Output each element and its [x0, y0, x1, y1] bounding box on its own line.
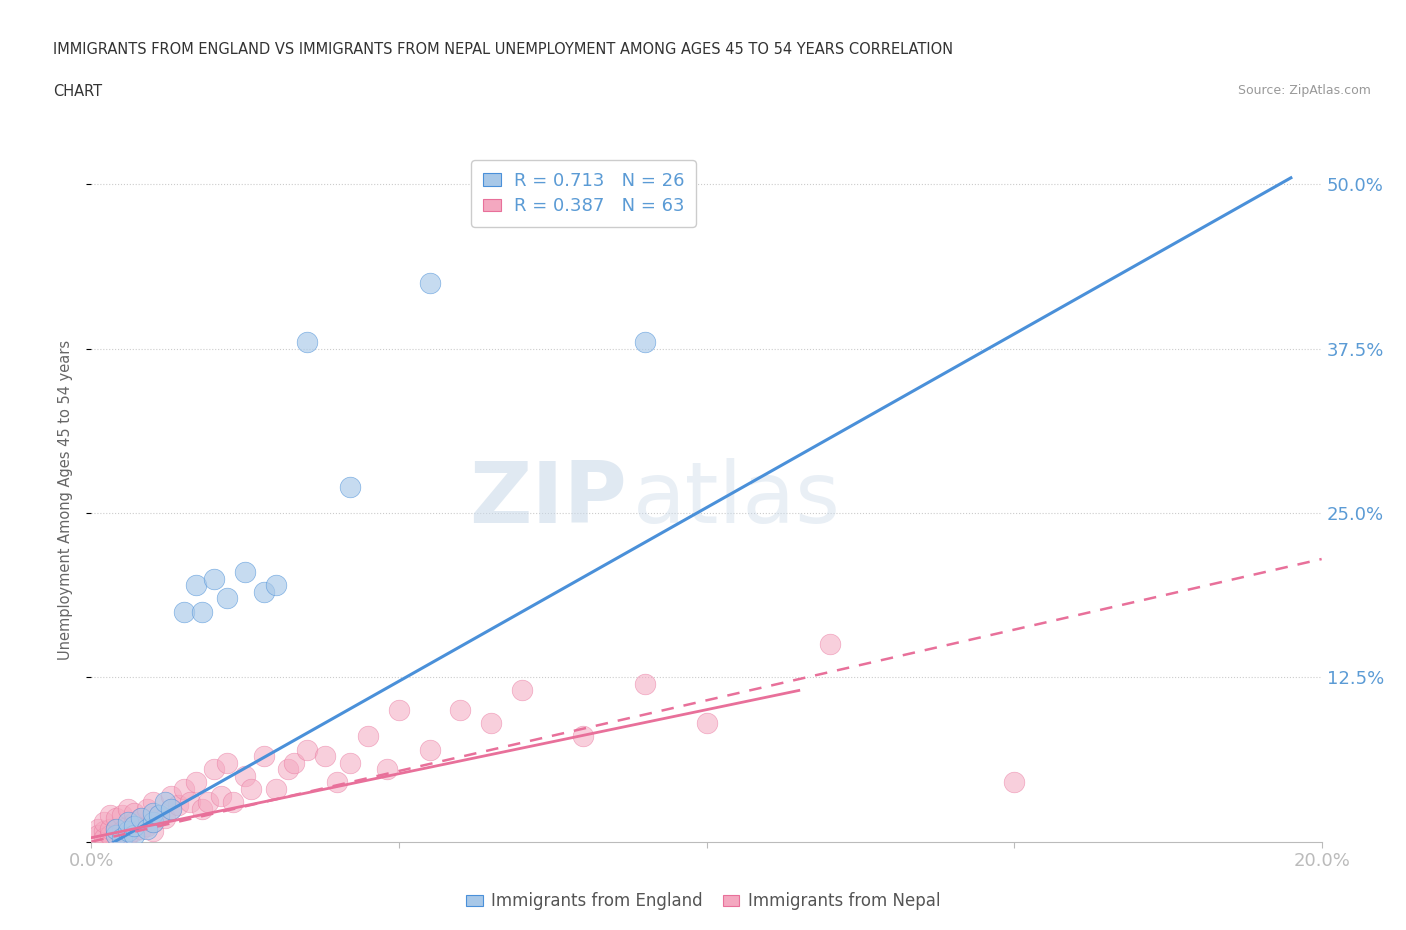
Point — [191, 802, 214, 817]
Text: ZIP: ZIP — [468, 458, 627, 541]
Point — [1002, 775, 1025, 790]
Point — [388, 703, 411, 718]
Point — [124, 805, 146, 820]
Point — [191, 604, 214, 619]
Point — [184, 775, 207, 790]
Point — [283, 755, 305, 770]
Point — [634, 335, 657, 350]
Point — [253, 749, 276, 764]
Point — [111, 830, 134, 845]
Point — [129, 811, 152, 826]
Point — [111, 808, 134, 823]
Point — [98, 821, 121, 836]
Point — [93, 815, 115, 830]
Point — [202, 762, 225, 777]
Point — [105, 821, 127, 836]
Point — [818, 637, 841, 652]
Point — [166, 797, 188, 812]
Point — [124, 815, 146, 830]
Point — [264, 781, 287, 796]
Point — [479, 716, 502, 731]
Point — [124, 828, 146, 843]
Point — [105, 811, 127, 826]
Point — [117, 802, 139, 817]
Point — [142, 795, 165, 810]
Point — [117, 828, 139, 843]
Point — [339, 755, 361, 770]
Point — [153, 795, 177, 810]
Point — [93, 830, 115, 845]
Point — [160, 789, 183, 804]
Y-axis label: Unemployment Among Ages 45 to 54 years: Unemployment Among Ages 45 to 54 years — [58, 339, 73, 660]
Point — [419, 742, 441, 757]
Point — [314, 749, 336, 764]
Point — [98, 808, 121, 823]
Point — [233, 565, 256, 579]
Point — [215, 755, 238, 770]
Point — [173, 604, 195, 619]
Point — [326, 775, 349, 790]
Point — [124, 824, 146, 839]
Point — [142, 815, 165, 830]
Point — [419, 275, 441, 290]
Point — [129, 821, 152, 836]
Text: IMMIGRANTS FROM ENGLAND VS IMMIGRANTS FROM NEPAL UNEMPLOYMENT AMONG AGES 45 TO 5: IMMIGRANTS FROM ENGLAND VS IMMIGRANTS FR… — [53, 42, 953, 57]
Point — [105, 828, 127, 843]
Point — [86, 828, 108, 843]
Point — [117, 815, 139, 830]
Point — [179, 795, 201, 810]
Point — [277, 762, 299, 777]
Point — [117, 824, 139, 839]
Point — [148, 808, 170, 823]
Point — [105, 821, 127, 836]
Point — [253, 584, 276, 599]
Point — [98, 828, 121, 843]
Point — [449, 703, 471, 718]
Point — [295, 742, 318, 757]
Point — [215, 591, 238, 606]
Point — [135, 818, 157, 833]
Point — [142, 824, 165, 839]
Point — [375, 762, 398, 777]
Point — [222, 795, 245, 810]
Point — [153, 811, 177, 826]
Point — [135, 802, 157, 817]
Point — [129, 811, 152, 826]
Point — [111, 824, 134, 839]
Text: CHART: CHART — [53, 84, 103, 99]
Point — [197, 795, 219, 810]
Point — [142, 815, 165, 830]
Point — [93, 824, 115, 839]
Text: atlas: atlas — [633, 458, 841, 541]
Point — [572, 729, 595, 744]
Point — [233, 768, 256, 783]
Legend: R = 0.713   N = 26, R = 0.387   N = 63: R = 0.713 N = 26, R = 0.387 N = 63 — [471, 160, 696, 227]
Point — [148, 808, 170, 823]
Point — [117, 818, 139, 833]
Point — [142, 805, 165, 820]
Point — [105, 828, 127, 843]
Point — [160, 802, 183, 817]
Point — [173, 781, 195, 796]
Point — [634, 676, 657, 691]
Point — [696, 716, 718, 731]
Legend: Immigrants from England, Immigrants from Nepal: Immigrants from England, Immigrants from… — [460, 885, 946, 917]
Text: Source: ZipAtlas.com: Source: ZipAtlas.com — [1237, 84, 1371, 97]
Point — [339, 479, 361, 494]
Point — [357, 729, 380, 744]
Point — [264, 578, 287, 592]
Point — [240, 781, 263, 796]
Point — [184, 578, 207, 592]
Point — [135, 821, 157, 836]
Point — [160, 802, 183, 817]
Point — [86, 821, 108, 836]
Point — [202, 571, 225, 586]
Point — [510, 683, 533, 698]
Point — [295, 335, 318, 350]
Point — [209, 789, 232, 804]
Point — [124, 818, 146, 833]
Point — [111, 830, 134, 845]
